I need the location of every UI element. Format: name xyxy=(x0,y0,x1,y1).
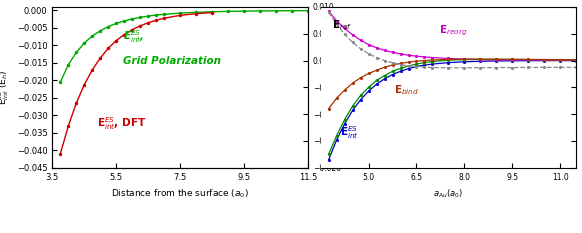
X-axis label: Distance from the surface ($a_0$): Distance from the surface ($a_0$) xyxy=(111,187,249,200)
Y-axis label: E$_{int}^{ES}$ (E$_h$): E$_{int}^{ES}$ (E$_h$) xyxy=(0,70,11,105)
Text: E$_{ref}$: E$_{ref}$ xyxy=(332,18,352,32)
Text: E$_{int}^{ES}$,: E$_{int}^{ES}$, xyxy=(123,29,144,45)
Text: E$_{int}^{ES}$: E$_{int}^{ES}$ xyxy=(340,124,359,140)
Text: E$_{int}^{ES}$, DFT: E$_{int}^{ES}$, DFT xyxy=(97,115,147,132)
Legend: E_int^ES, σ=0.93776, E_reorg, σ=0.93776, E_int+vdW, E_bind, E_ref: E_int^ES, σ=0.93776, E_reorg, σ=0.93776,… xyxy=(188,232,428,233)
Text: E$_{bind}$: E$_{bind}$ xyxy=(394,83,419,96)
X-axis label: $a_{Au}$($a_0$): $a_{Au}$($a_0$) xyxy=(434,187,463,200)
Text: Grid Polarization: Grid Polarization xyxy=(123,56,221,66)
Text: E$_{reorg}$: E$_{reorg}$ xyxy=(439,23,467,38)
